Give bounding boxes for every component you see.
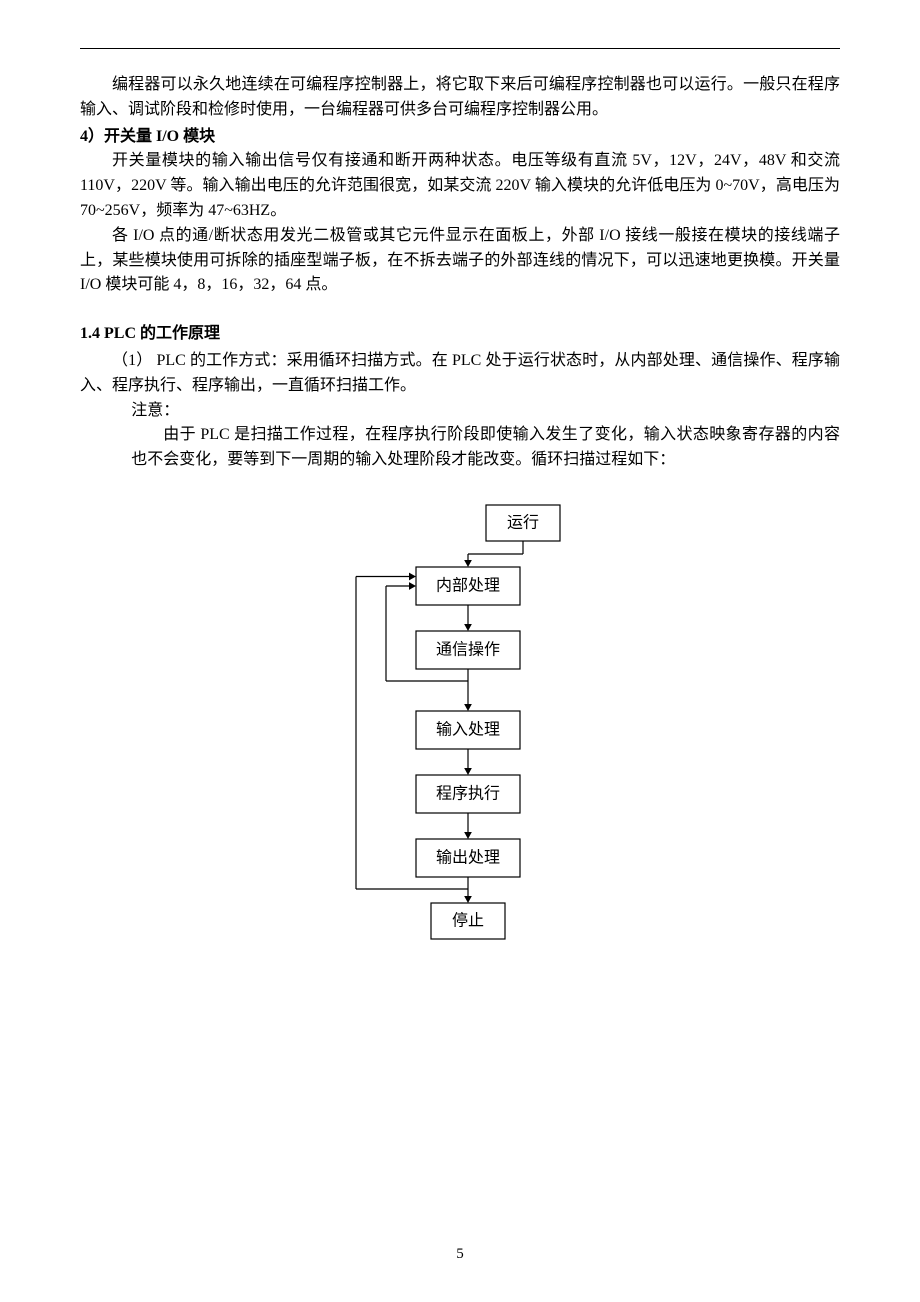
flowchart-container: 运行内部处理通信操作输入处理程序执行输出处理停止 [80,495,840,955]
page-number: 5 [0,1243,920,1266]
heading-plc-principle: 1.4 PLC 的工作原理 [80,322,840,347]
heading-io-module: 4）开关量 I/O 模块 [80,125,840,150]
note-body: 由于 PLC 是扫描工作过程，在程序执行阶段即使输入发生了变化，输入状态映象寄存… [131,423,840,473]
note-block: 注意： 由于 PLC 是扫描工作过程，在程序执行阶段即使输入发生了变化，输入状态… [80,399,840,473]
svg-text:停止: 停止 [452,912,484,930]
list-item-1: （1） PLC 的工作方式：采用循环扫描方式。在 PLC 处于运行状态时，从内部… [80,349,840,399]
svg-text:运行: 运行 [507,514,539,532]
plc-scan-flowchart: 运行内部处理通信操作输入处理程序执行输出处理停止 [310,495,610,955]
header-rule [80,48,840,49]
svg-text:输出处理: 输出处理 [436,849,500,867]
svg-text:内部处理: 内部处理 [436,577,500,595]
note-label: 注意： [131,399,840,424]
svg-text:通信操作: 通信操作 [436,641,500,659]
paragraph-io-1: 开关量模块的输入输出信号仅有接通和断开两种状态。电压等级有直流 5V，12V，2… [80,149,840,223]
paragraph-programmer: 编程器可以永久地连续在可编程序控制器上，将它取下来后可编程序控制器也可以运行。一… [80,73,840,123]
page: 编程器可以永久地连续在可编程序控制器上，将它取下来后可编程序控制器也可以运行。一… [0,0,920,1302]
svg-text:程序执行: 程序执行 [436,785,500,803]
paragraph-io-2: 各 I/O 点的通/断状态用发光二极管或其它元件显示在面板上，外部 I/O 接线… [80,224,840,298]
svg-text:输入处理: 输入处理 [436,721,500,739]
